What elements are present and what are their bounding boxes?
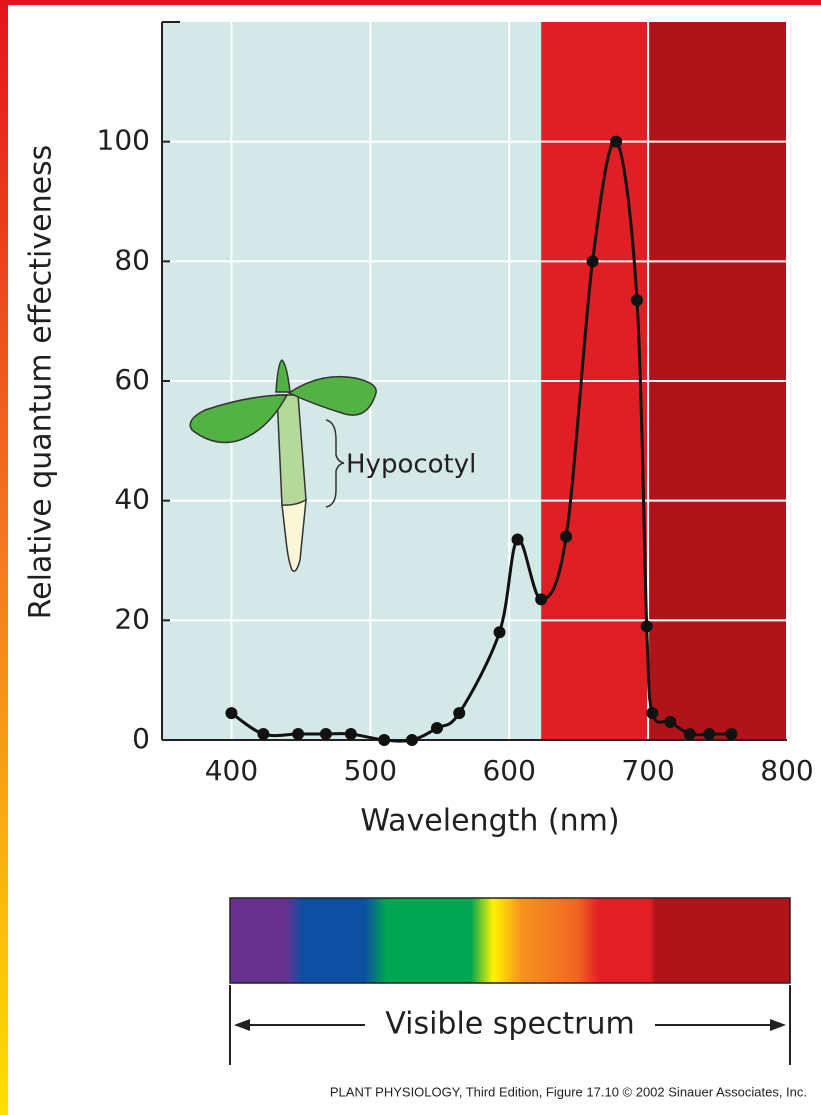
data-point [511, 533, 524, 546]
data-point [225, 707, 238, 720]
data-point [631, 294, 643, 307]
x-axis-title: Wavelength (nm) [360, 804, 619, 839]
y-tick-label: 60 [114, 363, 150, 396]
data-point [378, 734, 391, 746]
credit: PLANT PHYSIOLOGY, Third Edition, Figure … [330, 1084, 807, 1099]
data-point [257, 728, 270, 741]
data-point [319, 728, 332, 741]
x-tick-label: 500 [344, 754, 397, 787]
x-tick-label: 400 [205, 754, 258, 787]
x-tick-label: 800 [760, 754, 813, 787]
y-tick-label: 80 [114, 243, 150, 276]
data-point [406, 734, 418, 746]
top-border [0, 0, 821, 5]
spectrum-range [229, 985, 791, 1065]
y-tick-label: 0 [132, 722, 150, 755]
seedling [189, 359, 377, 572]
data-point [560, 530, 573, 543]
left-border [0, 0, 8, 1115]
data-point [292, 728, 305, 741]
spectrum-label: Visible spectrum [385, 1007, 635, 1042]
data-point [640, 620, 653, 633]
y-tick-label: 40 [114, 483, 150, 516]
data-point [725, 728, 738, 741]
data-point [646, 707, 659, 720]
data-point [683, 728, 696, 741]
data-point [431, 722, 443, 735]
x-tick-label: 700 [621, 754, 674, 787]
data-point [610, 135, 623, 148]
y-tick-label: 20 [114, 602, 150, 635]
data-point [344, 728, 357, 741]
annotation: Hypocotyl [346, 450, 476, 480]
data-point [493, 626, 506, 639]
y-tick-label: 100 [97, 124, 150, 157]
data-point [453, 707, 466, 720]
data-point [703, 728, 716, 741]
data-point [586, 255, 599, 268]
spectrum-bar [229, 897, 791, 984]
x-tick-label: 600 [482, 754, 535, 787]
y-axis-title: Relative quantum effectiveness [24, 145, 59, 620]
data-point [664, 716, 677, 729]
data-point [535, 593, 548, 606]
plot: 400 500 600 700 800 0 20 40 60 80 100 Wavelength (n… [24, 21, 814, 839]
